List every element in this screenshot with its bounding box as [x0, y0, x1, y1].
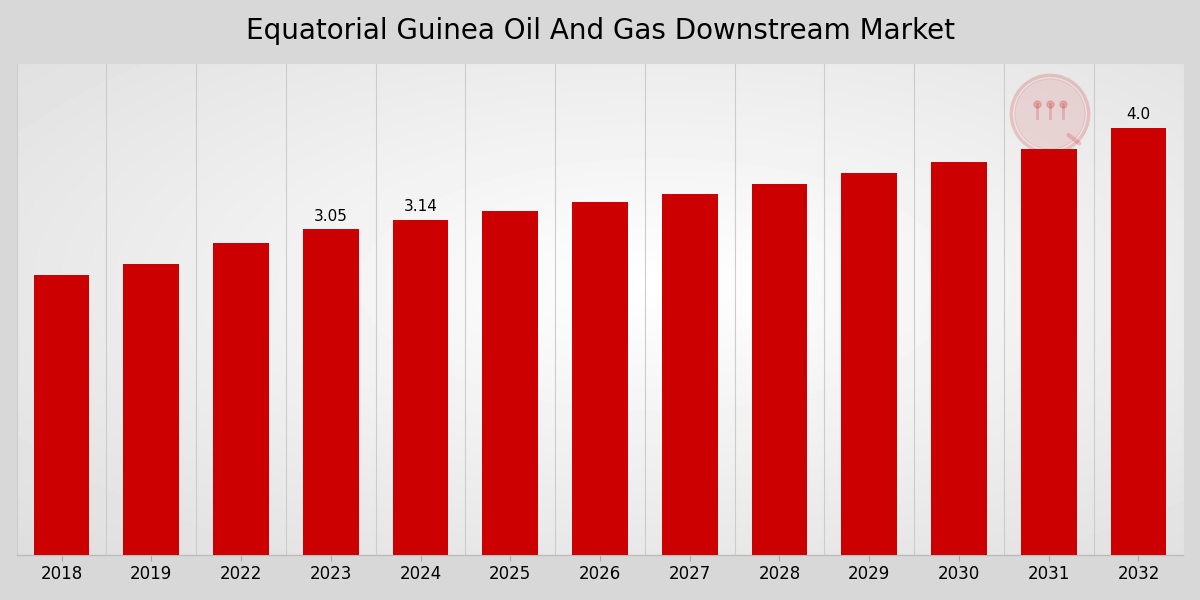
- Text: 3.14: 3.14: [403, 199, 438, 214]
- Bar: [302, 229, 359, 555]
- Bar: [214, 243, 269, 555]
- Text: 4.0: 4.0: [1127, 107, 1151, 122]
- Bar: [34, 275, 89, 555]
- Bar: [572, 202, 628, 555]
- Bar: [751, 184, 808, 555]
- Title: Equatorial Guinea Oil And Gas Downstream Market: Equatorial Guinea Oil And Gas Downstream…: [246, 17, 954, 44]
- Text: 3.05: 3.05: [314, 209, 348, 224]
- Bar: [1021, 149, 1076, 555]
- Bar: [124, 265, 179, 555]
- Bar: [931, 162, 986, 555]
- Circle shape: [1015, 79, 1085, 149]
- Bar: [482, 211, 538, 555]
- Bar: [841, 173, 898, 555]
- Bar: [392, 220, 449, 555]
- Bar: [662, 194, 718, 555]
- Bar: [1111, 128, 1166, 555]
